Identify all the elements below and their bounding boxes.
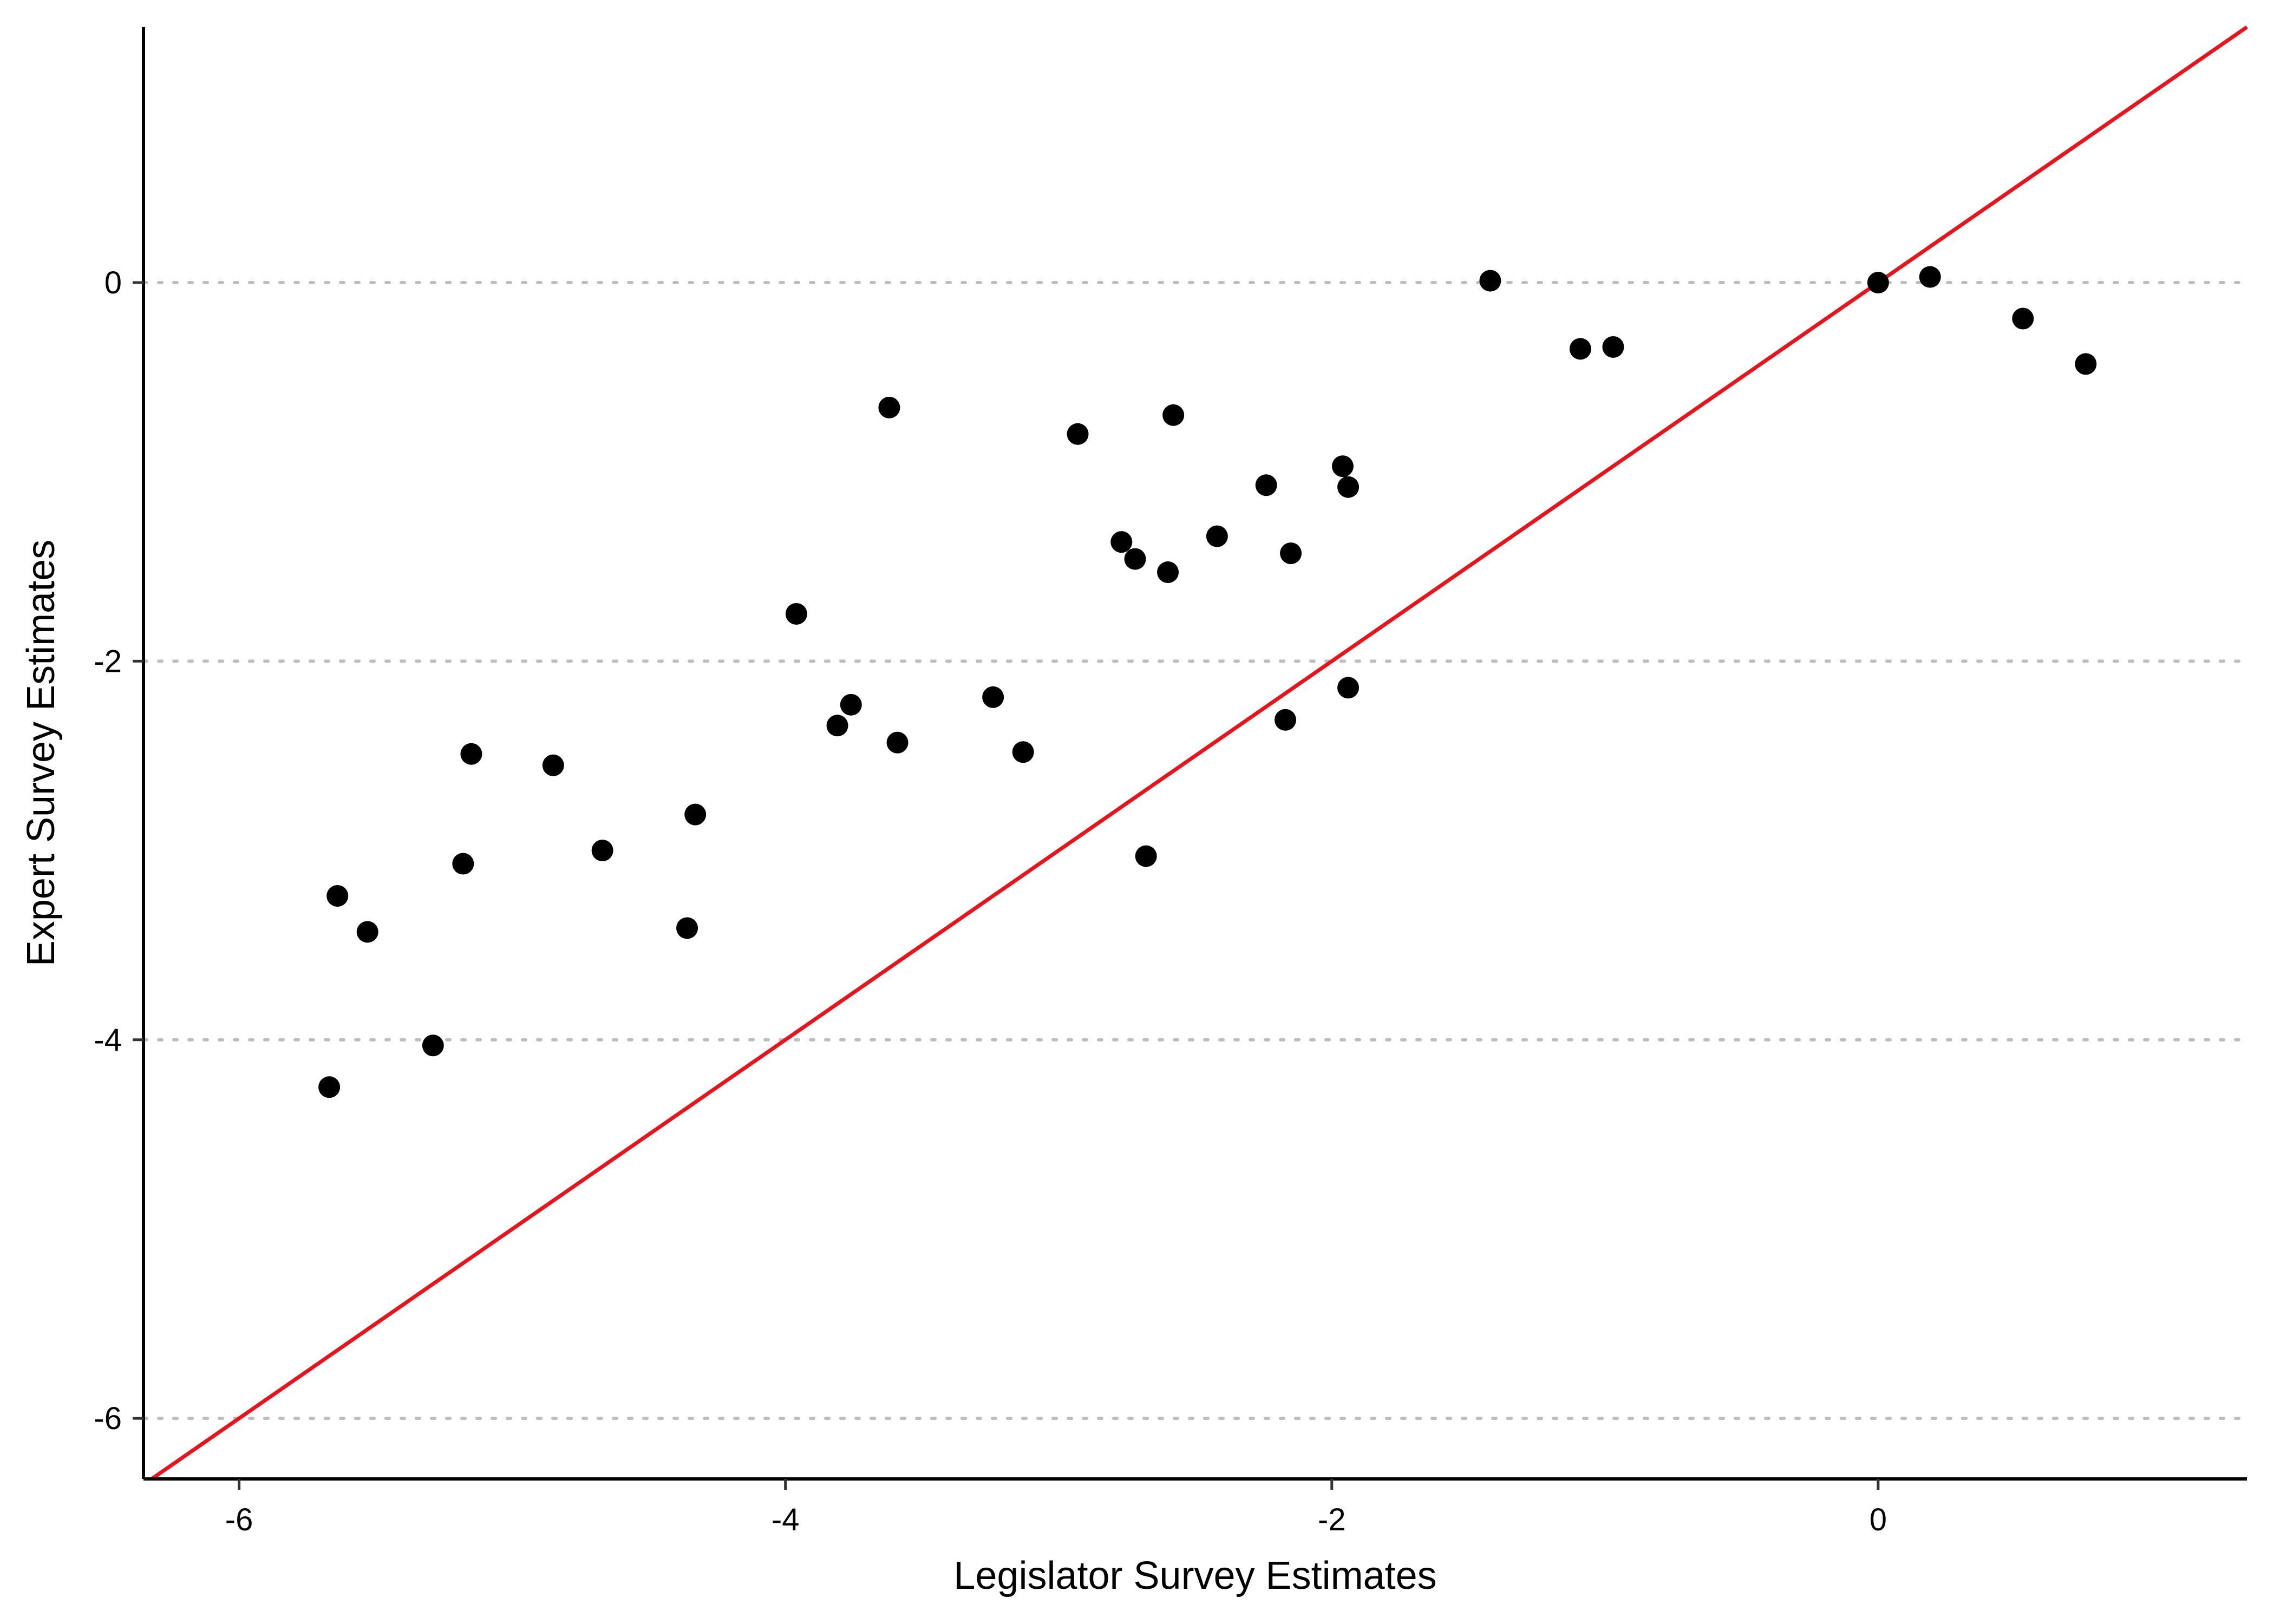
data-point: [1602, 336, 1624, 358]
data-point: [591, 840, 613, 862]
data-point: [1124, 548, 1146, 570]
x-tick-label: -6: [225, 1502, 253, 1537]
y-tick-label: 0: [104, 265, 122, 300]
data-point: [1337, 677, 1360, 699]
data-point: [452, 853, 474, 875]
x-axis-title: Legislator Survey Estimates: [953, 1554, 1436, 1597]
data-point: [1110, 531, 1133, 553]
y-axis-title: Expert Survey Estimates: [19, 540, 63, 966]
x-tick-label: 0: [1870, 1502, 1887, 1537]
data-point: [1067, 423, 1089, 445]
data-point: [2012, 307, 2034, 330]
data-point: [1479, 270, 1501, 292]
data-point: [785, 603, 807, 625]
data-point: [1255, 474, 1277, 496]
data-point: [826, 715, 848, 737]
data-point: [684, 803, 707, 826]
data-point: [1162, 404, 1185, 426]
data-point: [886, 731, 909, 754]
gridlines: [142, 281, 2249, 1420]
data-point: [1337, 476, 1360, 498]
x-tick-label: -4: [772, 1502, 800, 1537]
data-point: [1867, 272, 1889, 294]
data-point: [318, 1076, 341, 1098]
y-tick-label: -6: [94, 1401, 122, 1436]
data-point: [1012, 741, 1034, 763]
data-point: [1280, 542, 1302, 565]
data-point: [1157, 561, 1179, 584]
axes: [133, 27, 2247, 1490]
y-tick-label: -4: [94, 1023, 122, 1058]
y-tick-label: -2: [94, 644, 122, 679]
data-point: [878, 396, 900, 418]
data-point: [1569, 338, 1591, 360]
data-points: [318, 266, 2097, 1098]
data-point: [1135, 845, 1157, 867]
data-point: [982, 686, 1004, 708]
tick-labels: -6 -4 -2 0 0 -2 -4 -6: [94, 265, 1887, 1537]
data-point: [1206, 525, 1228, 547]
x-tick-label: -2: [1318, 1502, 1346, 1537]
data-point: [1331, 455, 1354, 477]
identity-reference-line: [151, 25, 2248, 1481]
data-point: [1275, 709, 1296, 731]
data-point: [676, 917, 698, 939]
reference-line-layer: [151, 25, 2248, 1481]
data-point: [422, 1034, 444, 1057]
data-point: [542, 754, 564, 776]
data-point: [840, 693, 862, 716]
data-point: [1919, 266, 1941, 288]
data-point: [2075, 353, 2097, 375]
data-point: [326, 885, 349, 907]
data-point: [356, 921, 378, 943]
data-point: [460, 743, 482, 765]
